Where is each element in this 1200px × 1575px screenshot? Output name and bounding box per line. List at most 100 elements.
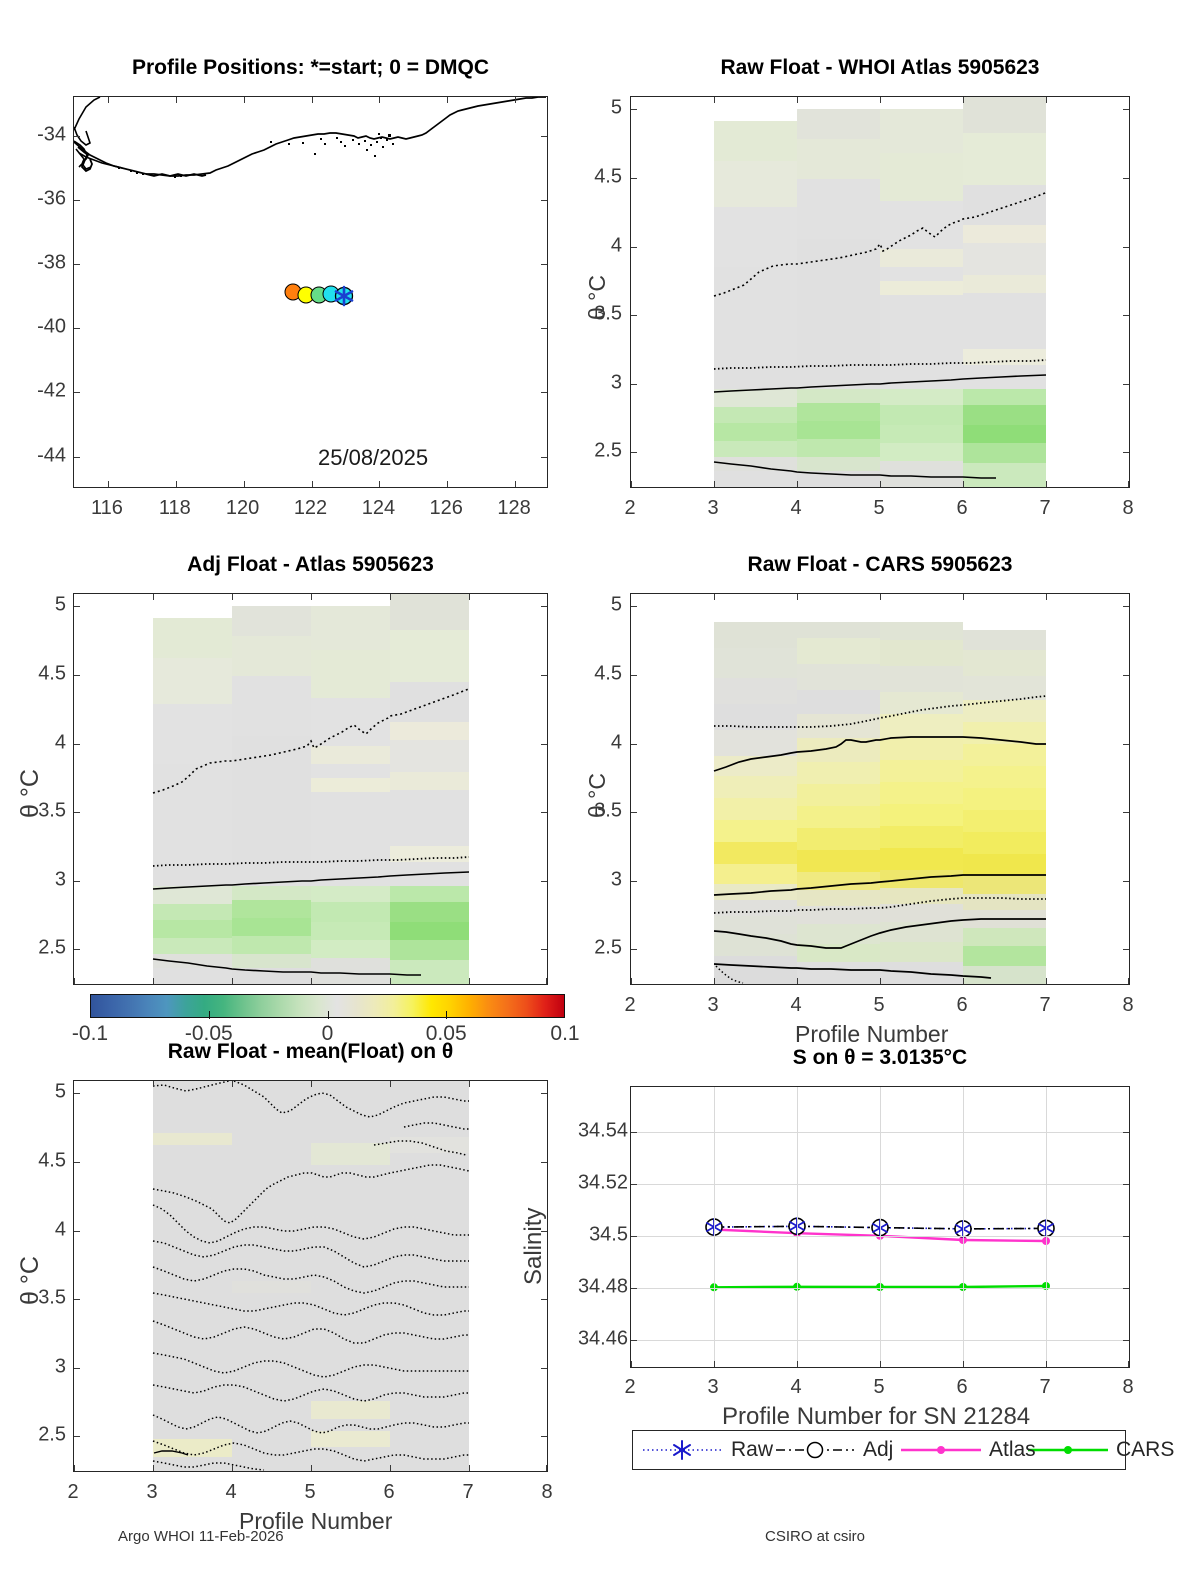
map-date-annotation: 25/08/2025 [318,445,429,470]
salinity-xtick-label: 3 [707,1376,719,1398]
map-ytick-mark [74,328,80,330]
adj-atlas-xtick-mark [546,978,547,984]
raw-cars-xtick-label: 4 [790,994,802,1016]
legend-label-atlas: Atlas [989,1438,1036,1461]
legend-label-raw: Raw [731,1438,774,1461]
colorbar-tick-mark [327,1011,329,1019]
raw-cars-ytick-mark [631,812,637,814]
salinity-xtick-label: 8 [1122,1376,1134,1398]
adj-atlas-xtick-mark [153,978,154,984]
salinity-xtick-mark [880,1361,881,1367]
raw-whoi-xtick-label: 2 [624,497,636,519]
salinity-gridline-x [714,1087,715,1367]
adj-atlas-xtick-mark [74,978,75,984]
raw-minus-mean-axes [73,1080,548,1472]
salinity-gridline-x [1046,1087,1047,1367]
raw-whoi-xtick-mark [1128,481,1129,487]
raw-minus-mean-xtick-mark [232,1081,233,1087]
raw-whoi-xtick-label: 5 [873,497,885,519]
raw-cars-ytick-label: 2.5 [594,936,622,959]
raw-cars-xtick-label: 3 [707,994,719,1016]
map-xtick-mark [175,97,177,103]
map-ytick-mark [541,264,547,265]
salinity-xtick-mark [1128,1361,1129,1367]
raw-minus-mean-panel-title: Raw Float - mean(Float) on θ [167,1040,454,1063]
raw-whoi-ytick-mark [631,452,637,454]
raw-cars-ytick-mark [1123,743,1129,745]
adj-atlas-ytick-label: 3.5 [38,799,66,822]
salinity-ytick-label: 34.46 [577,1327,628,1350]
adj-atlas-ytick-mark [541,812,547,814]
adj-atlas-ytick-mark [541,606,547,608]
colorbar-tick-mark [446,1011,448,1019]
adj-atlas-ytick-mark [74,674,80,676]
adj-atlas-ytick-mark [74,606,80,608]
adj-atlas-ytick-mark [541,880,547,882]
raw-whoi-xtick-label: 4 [790,497,802,519]
adj-atlas-panel-title: Adj Float - Atlas 5905623 [187,553,434,576]
raw-whoi-xtick-label: 3 [707,497,719,519]
raw-minus-mean-ytick-mark [541,1436,547,1438]
raw-whoi-xtick-label: 7 [1039,497,1051,519]
raw-cars-xtick-mark [1046,978,1047,984]
raw-cars-xtick-mark [797,594,798,600]
raw-minus-mean-ytick-label: 4 [54,1218,66,1240]
adj-atlas-xtick-mark [311,594,312,600]
raw-whoi-xtick-label: 8 [1122,497,1134,519]
adj-atlas-ytick-label: 4 [54,731,66,753]
raw-minus-mean-ytick-label: 3.5 [38,1286,66,1309]
raw-cars-field [713,622,1047,984]
raw-whoi-ytick-mark [631,246,637,248]
map-panel-title: Profile Positions: *=start; 0 = DMQC [131,56,490,79]
raw-minus-mean-field [152,1081,470,1471]
salinity-xtick-mark [963,1361,964,1367]
adj-atlas-ytick-mark [541,674,547,676]
salinity-ytick-mark [631,1288,637,1290]
raw-whoi-ytick-mark [631,383,637,385]
raw-minus-mean-ytick-mark [74,1230,80,1232]
map-ytick-mark [74,392,80,394]
salinity-ytick-mark [631,1183,637,1185]
adj-atlas-field [152,594,470,984]
map-ytick-label: -40 [37,315,66,338]
raw-minus-mean-xtick-mark [546,1465,547,1471]
map-xtick-label: 120 [225,497,260,519]
raw-cars-ytick-label: 4.5 [594,662,622,685]
raw-cars-xtick-mark [880,594,881,600]
salinity-xtick-mark [631,1361,632,1367]
raw-whoi-ytick-mark [631,177,637,179]
map-xtick-label: 122 [293,497,328,519]
adj-atlas-ytick-label: 4.5 [38,662,66,685]
raw-minus-mean-xtick-label: 6 [383,1481,395,1503]
raw-minus-mean-xtick-mark [311,1081,312,1087]
raw-whoi-ytick-mark [1123,246,1129,248]
adj-atlas-ytick-label: 3 [54,868,66,891]
raw-minus-mean-xtick-mark [74,1465,75,1471]
footer-left-credit: Argo WHOI 11-Feb-2026 [118,1528,284,1545]
raw-minus-mean-ytick-label: 3 [54,1355,66,1378]
raw-cars-ytick-mark [631,743,637,745]
salinity-ytick-label: 34.5 [589,1223,628,1246]
raw-cars-axes [630,593,1130,985]
raw-whoi-ytick-mark [1123,177,1129,179]
salinity-ytick-mark [631,1235,637,1237]
salinity-ytick-mark [631,1131,637,1133]
raw-cars-xtick-label: 5 [873,994,885,1016]
raw-cars-xtick-mark [714,594,715,600]
map-xtick-mark [107,97,109,103]
raw-cars-ytick-mark [1123,949,1129,951]
raw-cars-ytick-mark [631,949,637,951]
adj-atlas-xtick-mark [232,978,233,984]
legend-label-adj: Adj [863,1438,894,1461]
raw-cars-ytick-mark [1123,812,1129,814]
raw-cars-ytick-mark [631,606,637,608]
raw-cars-ytick-label: 5 [610,593,622,616]
colorbar-tick-label: 0.05 [425,1022,467,1045]
raw-minus-mean-ytick-label: 2.5 [38,1423,66,1446]
raw-minus-mean-ytick-label: 4.5 [38,1149,66,1172]
raw-minus-mean-ytick-mark [541,1093,547,1095]
map-xtick-label: 118 [158,497,191,519]
salinity-ytick-mark [1123,1131,1129,1133]
adj-atlas-ytick-label: 5 [54,593,66,616]
raw-minus-mean-ytick-mark [541,1161,547,1163]
